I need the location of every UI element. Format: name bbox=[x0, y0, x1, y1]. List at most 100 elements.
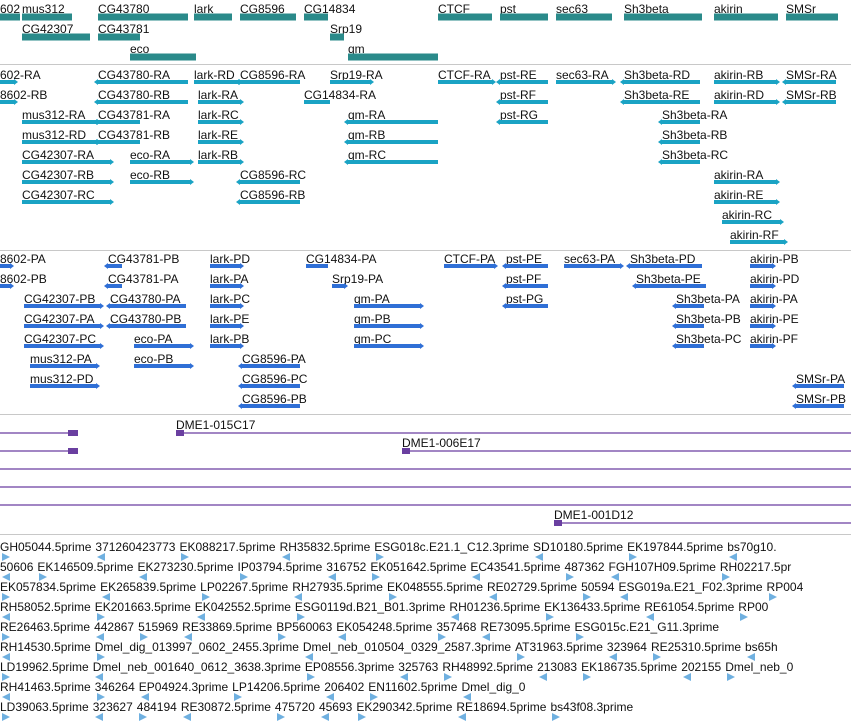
feature-glyph[interactable] bbox=[552, 77, 616, 87]
feature-glyph[interactable] bbox=[672, 301, 708, 311]
est-label[interactable]: 213083 bbox=[537, 660, 578, 674]
feature-glyph[interactable] bbox=[236, 197, 304, 207]
feature-label[interactable]: akirin-PF bbox=[750, 332, 799, 346]
feature-glyph[interactable] bbox=[94, 77, 192, 87]
feature-glyph[interactable] bbox=[344, 117, 442, 127]
feature-glyph[interactable] bbox=[206, 261, 244, 271]
feature-label[interactable]: CG42307-PC bbox=[24, 332, 97, 346]
est-label[interactable]: Dmel_dig_013997_0602_2455.3prime bbox=[94, 640, 299, 654]
est-arrow-icon[interactable] bbox=[202, 593, 214, 601]
est-label[interactable]: 45693 bbox=[318, 700, 353, 714]
feature-glyph[interactable] bbox=[496, 117, 552, 127]
feature-label[interactable]: lark-PE bbox=[210, 312, 250, 326]
est-label[interactable]: ESG0119d.B21_B01.3prime bbox=[294, 600, 446, 614]
est-arrow-icon[interactable] bbox=[539, 673, 551, 681]
feature-glyph[interactable] bbox=[658, 157, 704, 167]
est-arrow-icon[interactable] bbox=[2, 693, 14, 701]
est-label[interactable]: 50606 bbox=[0, 560, 34, 574]
est-label[interactable]: LP14206.5prime bbox=[232, 680, 321, 694]
feature-label[interactable]: Srp19-PA bbox=[332, 272, 384, 286]
feature-glyph[interactable] bbox=[18, 177, 114, 187]
feature-label[interactable]: SMSr-PA bbox=[796, 372, 846, 386]
feature-label[interactable]: CG8596-RA bbox=[240, 68, 306, 82]
est-label[interactable]: 325763 bbox=[398, 660, 439, 674]
feature-label[interactable]: lark-PD bbox=[210, 252, 251, 266]
feature-glyph[interactable] bbox=[126, 52, 200, 62]
feature-label[interactable]: 8602-RB bbox=[0, 88, 48, 102]
feature-label[interactable]: Srp19-RA bbox=[330, 68, 383, 82]
feature-label[interactable]: qm-RA bbox=[348, 108, 386, 122]
feature-glyph[interactable] bbox=[496, 12, 552, 22]
est-arrow-icon[interactable] bbox=[2, 653, 14, 661]
feature-glyph[interactable] bbox=[746, 261, 776, 271]
est-arrow-icon[interactable] bbox=[489, 593, 501, 601]
est-label[interactable]: 475720 bbox=[274, 700, 315, 714]
feature-label[interactable]: lark-PC bbox=[210, 292, 251, 306]
feature-glyph[interactable] bbox=[94, 97, 192, 107]
est-label[interactable]: RH01236.5prime bbox=[449, 600, 541, 614]
est-arrow-icon[interactable] bbox=[546, 613, 558, 621]
feature-label[interactable]: eco-PA bbox=[134, 332, 173, 346]
est-label[interactable]: RP00 bbox=[738, 600, 769, 614]
feature-glyph[interactable] bbox=[18, 32, 94, 42]
est-arrow-icon[interactable] bbox=[96, 653, 109, 661]
est-label[interactable]: bs43f08.3prime bbox=[550, 700, 634, 714]
feature-label[interactable]: CG8596-PB bbox=[242, 392, 307, 406]
feature-label[interactable]: Sh3beta-PB bbox=[676, 312, 741, 326]
est-label[interactable]: EK273230.5prime bbox=[137, 560, 234, 574]
feature-glyph[interactable] bbox=[560, 261, 624, 271]
feature-glyph[interactable] bbox=[20, 321, 104, 331]
est-arrow-icon[interactable] bbox=[294, 593, 306, 601]
feature-glyph[interactable] bbox=[440, 261, 498, 271]
feature-label[interactable]: akirin bbox=[714, 2, 743, 16]
feature-glyph[interactable] bbox=[194, 97, 244, 107]
feature-glyph[interactable] bbox=[710, 97, 780, 107]
est-label[interactable]: ESG019a.E21_F02.3prime bbox=[618, 580, 763, 594]
est-label[interactable]: 357468 bbox=[436, 620, 477, 634]
feature-label[interactable]: eco-RB bbox=[130, 168, 171, 182]
est-label[interactable]: RH27935.5prime bbox=[292, 580, 383, 594]
est-label[interactable]: EK265839.5prime bbox=[100, 580, 197, 594]
feature-label[interactable]: qm-RB bbox=[348, 128, 386, 142]
feature-glyph[interactable] bbox=[206, 301, 244, 311]
est-arrow-icon[interactable] bbox=[196, 613, 209, 621]
feature-label[interactable]: SMSr-RB bbox=[786, 88, 837, 102]
feature-glyph[interactable] bbox=[496, 77, 552, 87]
feature-glyph[interactable] bbox=[552, 12, 616, 22]
feature-glyph[interactable] bbox=[130, 341, 194, 351]
feature-label[interactable]: lark-RA bbox=[198, 88, 239, 102]
est-label[interactable]: 484194 bbox=[136, 700, 177, 714]
feature-label[interactable]: CG42307-RA bbox=[22, 148, 95, 162]
est-label[interactable]: LP02267.5prime bbox=[200, 580, 289, 594]
est-label[interactable]: RE30872.5prime bbox=[180, 700, 271, 714]
feature-label[interactable]: mus312-PA bbox=[30, 352, 92, 366]
est-label[interactable]: 323964 bbox=[606, 640, 647, 654]
feature-label[interactable]: Sh3beta-RC bbox=[662, 148, 729, 162]
est-label[interactable]: LD19962.5prime bbox=[0, 660, 89, 674]
est-arrow-icon[interactable] bbox=[139, 573, 151, 581]
feature-glyph[interactable] bbox=[620, 97, 704, 107]
feature-glyph[interactable] bbox=[0, 261, 14, 271]
est-arrow-icon[interactable] bbox=[768, 593, 781, 601]
feature-glyph[interactable] bbox=[94, 117, 144, 127]
est-arrow-icon[interactable] bbox=[463, 693, 475, 701]
est-arrow-icon[interactable] bbox=[97, 553, 109, 561]
feature-glyph[interactable] bbox=[710, 77, 780, 87]
feature-glyph[interactable] bbox=[18, 12, 76, 22]
est-arrow-icon[interactable] bbox=[96, 693, 109, 701]
feature-label[interactable]: SMSr bbox=[786, 2, 816, 16]
feature-label[interactable]: CTCF bbox=[438, 2, 470, 16]
feature-label[interactable]: akirin-RA bbox=[714, 168, 764, 182]
feature-label[interactable]: CG43781-RA bbox=[98, 108, 171, 122]
feature-label[interactable]: pst-RG bbox=[500, 108, 539, 122]
est-arrow-icon[interactable] bbox=[388, 593, 401, 601]
feature-glyph[interactable] bbox=[194, 137, 244, 147]
feature-glyph[interactable] bbox=[104, 281, 126, 291]
feature-glyph[interactable] bbox=[104, 261, 126, 271]
feature-label[interactable]: lark-RC bbox=[198, 108, 239, 122]
feature-glyph[interactable] bbox=[0, 281, 14, 291]
est-label[interactable]: EK290342.5prime bbox=[356, 700, 453, 714]
est-label[interactable]: EC43541.5prime bbox=[470, 560, 561, 574]
est-label[interactable]: FGH107H09.5prime bbox=[608, 560, 716, 574]
est-label[interactable]: RH02217.5pr bbox=[719, 560, 792, 574]
